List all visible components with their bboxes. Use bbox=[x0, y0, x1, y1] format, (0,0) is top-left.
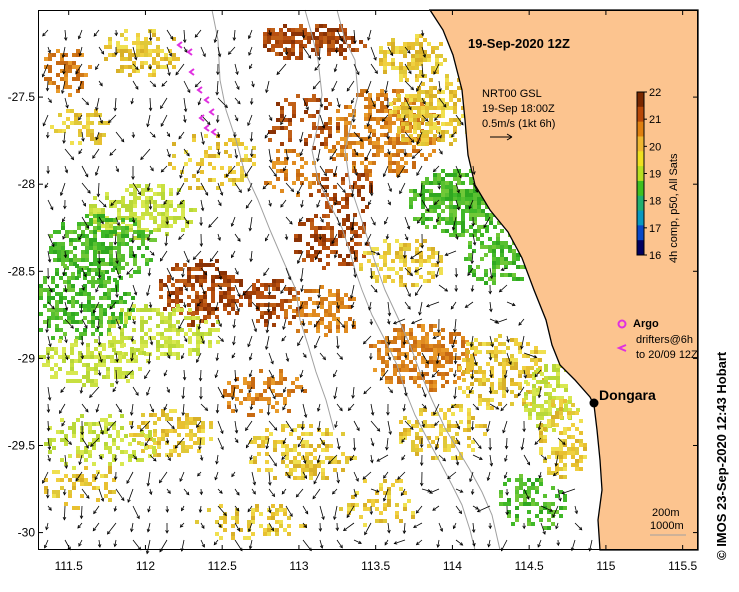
y-tick-label: -28.5 bbox=[8, 264, 36, 278]
isobath-1000m bbox=[304, 9, 476, 551]
colorbar-swatch bbox=[637, 151, 644, 167]
colorbar-tick-label: 18 bbox=[649, 196, 661, 208]
colorbar-swatch bbox=[637, 121, 644, 137]
colorbar-swatch bbox=[637, 166, 644, 182]
colorbar-tick-label: 21 bbox=[649, 114, 661, 126]
colorbar-swatch bbox=[637, 92, 644, 108]
colorbar-tick-label: 17 bbox=[649, 223, 661, 235]
colorbar-swatch bbox=[637, 240, 644, 256]
y-tick-label: -29 bbox=[18, 351, 36, 365]
x-tick-label: 114.5 bbox=[515, 559, 544, 573]
map-title: 19-Sep-2020 12Z bbox=[468, 36, 570, 51]
colorbar-swatch bbox=[637, 195, 644, 212]
x-tick-label: 112 bbox=[136, 559, 155, 573]
drifter-legend-symbol bbox=[616, 344, 627, 352]
x-tick-label: 112.5 bbox=[208, 559, 237, 573]
product-time: 19-Sep 18:00Z bbox=[482, 103, 555, 115]
imos-credit: © IMOS 23-Sep-2020 12:43 Hobart bbox=[714, 351, 729, 560]
argo-legend-label: Argo bbox=[633, 318, 659, 330]
x-tick-label: 113 bbox=[289, 559, 308, 573]
colorbar-tick-label: 19 bbox=[649, 169, 661, 181]
y-tick-label: -29.5 bbox=[8, 438, 36, 452]
isobath-legend-1000m: 1000m bbox=[650, 520, 684, 532]
isobath-legend-200m: 200m bbox=[652, 507, 680, 519]
sst-colorbar: 22 21 20 19 18 17 16 bbox=[636, 87, 661, 262]
drifters-legend-line1: drifters@6h bbox=[636, 334, 694, 346]
sst-pixels-layer bbox=[38, 24, 587, 540]
land-western-australia bbox=[428, 9, 699, 551]
x-tick-label: 111.5 bbox=[55, 559, 84, 573]
product-name: NRT00 GSL bbox=[482, 88, 542, 100]
colorbar-tick-label: 16 bbox=[649, 250, 661, 262]
x-tick-label: 114 bbox=[443, 559, 462, 573]
y-tick-label: -28 bbox=[18, 177, 36, 191]
y-tick-label: -30 bbox=[18, 526, 36, 540]
scale-arrow-head bbox=[506, 133, 513, 141]
colorbar-label: 4h comp, p50, All Sats bbox=[668, 153, 680, 263]
isobath-200m bbox=[336, 9, 501, 551]
ridge-contour bbox=[211, 9, 335, 431]
colorbar-swatch bbox=[637, 180, 644, 197]
isobath-layer bbox=[211, 9, 501, 551]
dongara-marker bbox=[589, 398, 599, 408]
colorbar-tick-label: 22 bbox=[649, 87, 661, 99]
colorbar-swatch bbox=[637, 136, 644, 152]
x-tick-label: 115.5 bbox=[668, 559, 697, 573]
current-vectors-layer bbox=[41, 29, 593, 555]
drifters-legend-line2: to 20/09 12Z bbox=[636, 349, 698, 361]
y-tick-label: -27.5 bbox=[8, 90, 36, 104]
colorbar-swatch bbox=[637, 210, 644, 226]
x-tick-label: 113.5 bbox=[361, 559, 390, 573]
place-label-dongara: Dongara bbox=[599, 387, 656, 403]
x-tick-label: 115 bbox=[596, 559, 615, 573]
axis-ticks: 111.5 112 112.5 113 113.5 114 114.5 115 115.5 -27… bbox=[8, 10, 698, 573]
argo-legend-symbol bbox=[617, 319, 627, 329]
argo-drifters-layer bbox=[176, 41, 217, 136]
colorbar-swatch bbox=[637, 106, 644, 123]
velocity-scale-label: 0.5m/s (1kt 6h) bbox=[482, 118, 556, 130]
colorbar-swatch bbox=[637, 225, 644, 241]
colorbar-tick-label: 20 bbox=[649, 141, 661, 153]
